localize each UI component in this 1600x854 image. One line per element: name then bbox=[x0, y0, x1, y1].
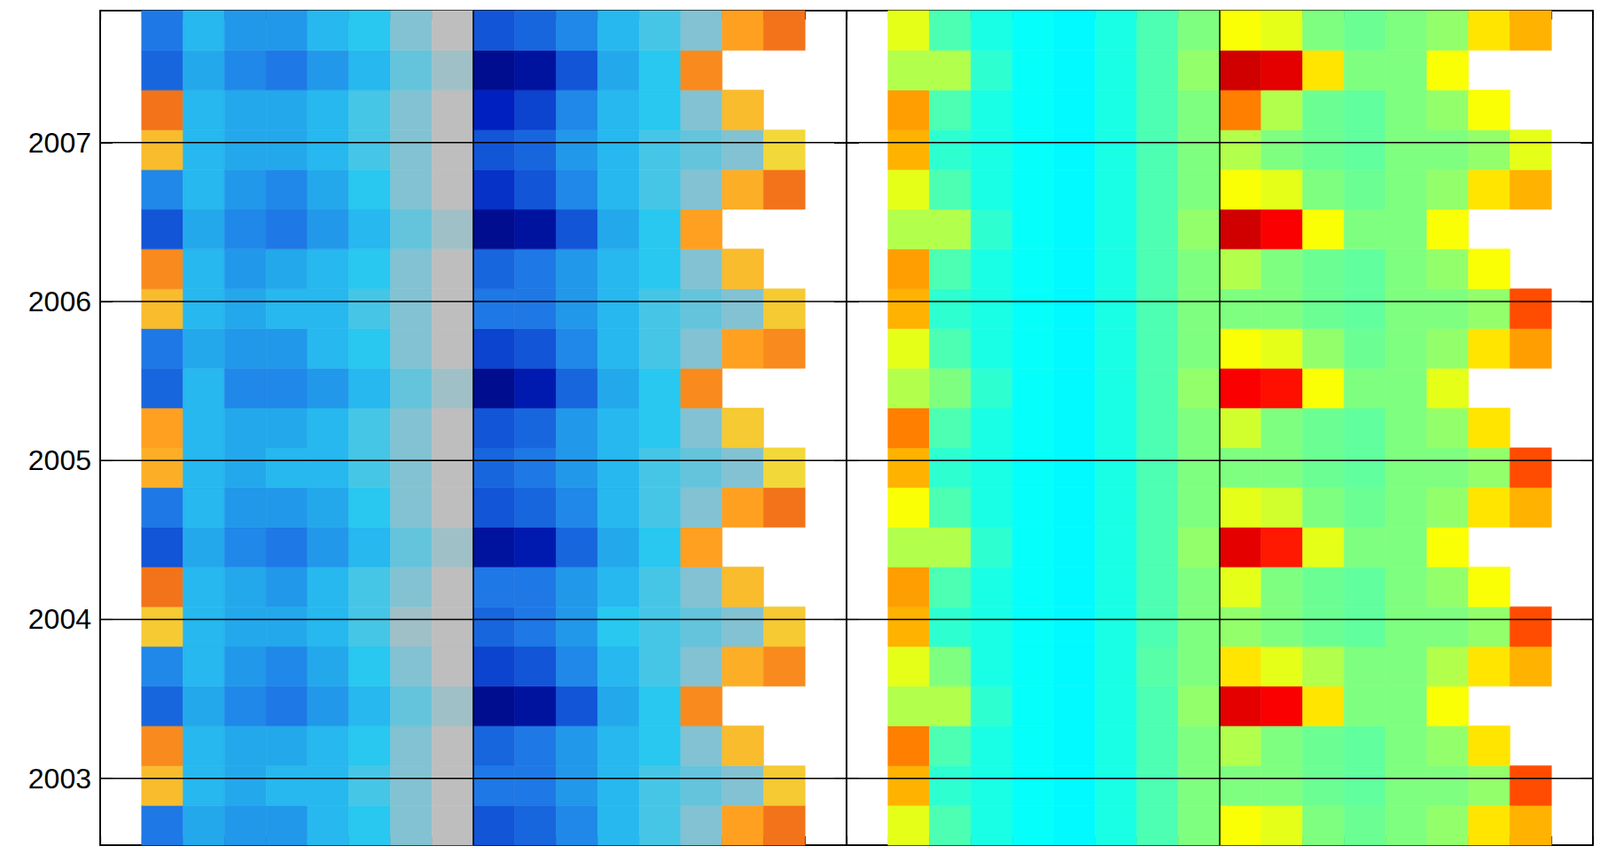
svg-text:2005: 2005 bbox=[28, 444, 92, 477]
svg-text:2006: 2006 bbox=[28, 285, 92, 318]
svg-text:2004: 2004 bbox=[28, 602, 92, 635]
svg-text:2007: 2007 bbox=[28, 126, 92, 159]
svg-text:2003: 2003 bbox=[28, 762, 92, 795]
